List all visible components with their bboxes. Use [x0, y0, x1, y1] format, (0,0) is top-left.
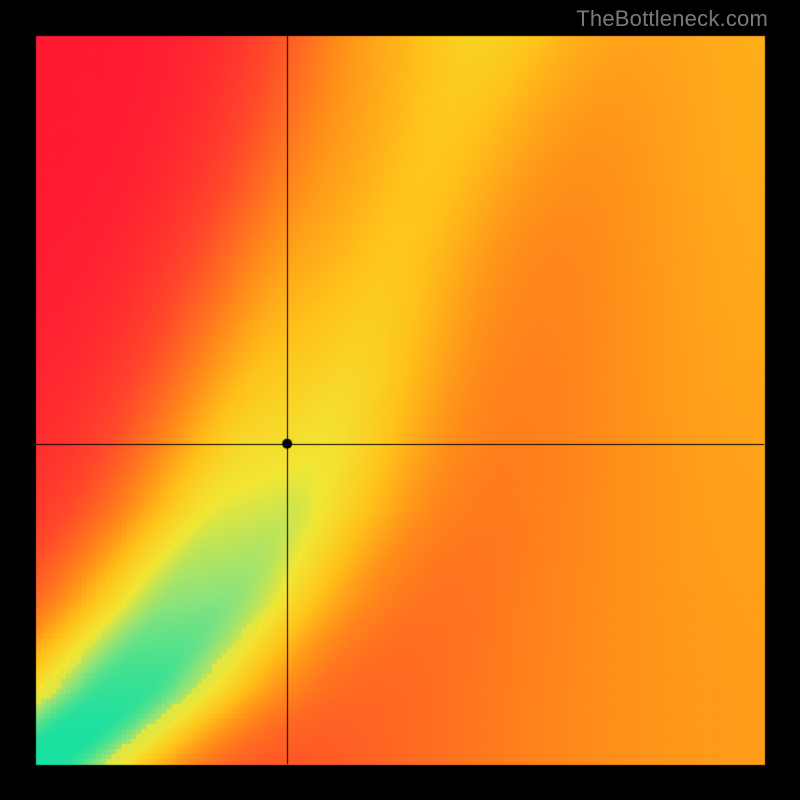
bottleneck-heatmap: [0, 0, 800, 800]
watermark-text: TheBottleneck.com: [576, 6, 768, 32]
chart-container: TheBottleneck.com: [0, 0, 800, 800]
